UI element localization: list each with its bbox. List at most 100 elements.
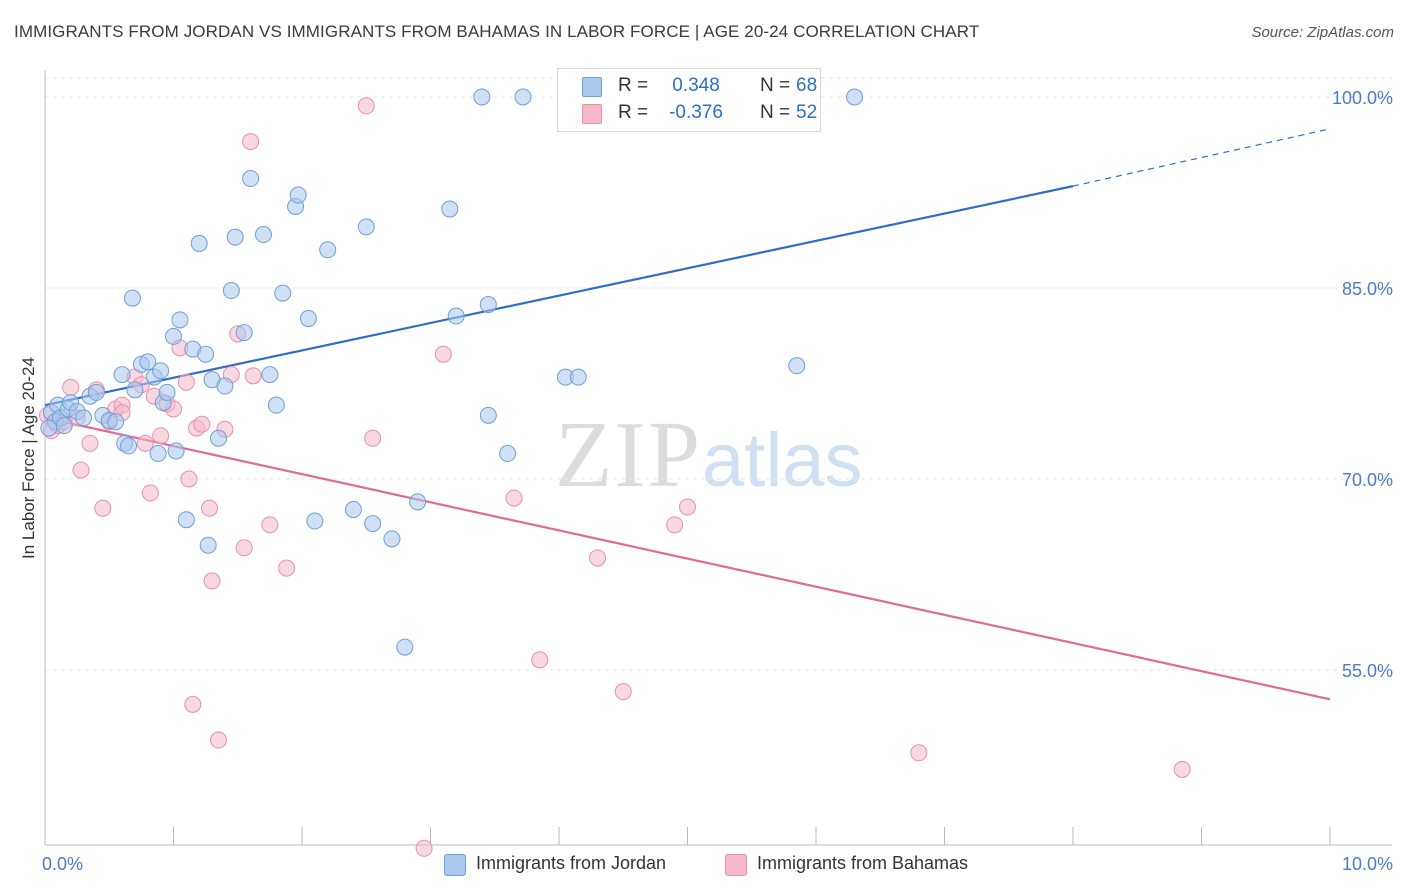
point-bahamas [505, 489, 523, 507]
watermark-zip: ZIP [555, 403, 702, 507]
point-jordan [152, 362, 170, 380]
point-jordan [222, 282, 240, 300]
watermark: ZIPatlas [555, 400, 863, 509]
point-jordan [267, 396, 285, 414]
trendline-bahamas [44, 416, 1331, 701]
trend-layer [44, 128, 1331, 701]
point-jordan [197, 345, 215, 363]
point-jordan [396, 638, 414, 656]
y-axis-title: In Labor Force | Age 20-24 [19, 357, 38, 559]
point-bahamas [184, 695, 202, 713]
legend-n-label: N = [760, 75, 791, 96]
point-bahamas [209, 731, 227, 749]
chart-title: IMMIGRANTS FROM JORDAN VS IMMIGRANTS FRO… [14, 22, 980, 41]
legend-swatch-jordan [582, 77, 602, 97]
point-jordan [254, 226, 272, 244]
point-bahamas [62, 378, 80, 396]
series-label-bahamas: Immigrants from Bahamas [757, 853, 969, 873]
point-bahamas [177, 373, 195, 391]
point-bahamas [94, 499, 112, 517]
point-jordan [364, 515, 382, 533]
point-jordan [149, 445, 167, 463]
legend-n-label: N = [760, 102, 791, 123]
point-jordan [226, 228, 244, 246]
point-jordan [409, 493, 427, 511]
point-jordan [107, 413, 125, 431]
point-jordan [383, 530, 401, 548]
stats-legend: R = 0.348 N = 68 R = -0.376 N = 52 [557, 68, 821, 132]
x-tick-label: 10.0% [1342, 854, 1393, 874]
point-jordan [235, 324, 253, 342]
points-layer [39, 88, 1191, 857]
point-jordan [113, 366, 131, 384]
point-jordan [165, 327, 182, 345]
point-jordan [788, 357, 806, 375]
point-jordan [40, 419, 58, 437]
point-bahamas [531, 651, 549, 669]
point-jordan [357, 218, 375, 236]
point-bahamas [180, 470, 198, 488]
point-jordan [199, 536, 217, 554]
axis-layer [44, 70, 1392, 846]
y-tick-label: 70.0% [1342, 470, 1393, 490]
point-bahamas [193, 415, 211, 433]
series-legend: Immigrants from Jordan Immigrants from B… [0, 852, 1406, 878]
point-jordan [177, 511, 195, 529]
source-credit: Source: ZipAtlas.com [1251, 24, 1394, 41]
point-jordan [190, 234, 208, 252]
point-bahamas [1173, 760, 1191, 778]
label-layer: 55.0% 70.0% 85.0% 100.0% 0.0% 10.0% In Labor F… [19, 88, 1393, 874]
point-bahamas [910, 744, 928, 762]
point-jordan [447, 307, 465, 325]
point-bahamas [203, 572, 221, 590]
point-bahamas [244, 367, 262, 385]
point-jordan [479, 296, 497, 314]
legend-n-value-bahamas: 52 [796, 102, 818, 123]
point-jordan [344, 501, 362, 519]
x-tick-label: 0.0% [42, 854, 83, 874]
legend-r-value-bahamas: -0.376 [669, 102, 723, 123]
point-jordan [274, 284, 292, 302]
point-jordan [87, 383, 105, 401]
point-bahamas [242, 133, 260, 151]
point-jordan [499, 445, 517, 463]
point-bahamas [357, 97, 375, 115]
point-jordan [158, 383, 176, 401]
point-bahamas [235, 539, 253, 557]
trendline-jordan [44, 185, 1074, 407]
point-jordan [306, 512, 324, 530]
point-bahamas [589, 549, 607, 567]
point-bahamas [152, 427, 170, 445]
point-bahamas [364, 429, 382, 447]
y-tick-label: 55.0% [1342, 661, 1393, 681]
point-bahamas [679, 498, 696, 516]
point-bahamas [415, 839, 433, 857]
point-jordan [216, 377, 234, 395]
point-bahamas [72, 461, 90, 479]
point-jordan [242, 169, 260, 187]
point-bahamas [81, 434, 99, 452]
point-bahamas [136, 434, 154, 452]
point-bahamas [434, 345, 452, 363]
point-bahamas [278, 559, 296, 577]
point-jordan [299, 310, 317, 328]
point-jordan [846, 88, 864, 106]
point-jordan [55, 417, 73, 435]
point-jordan [139, 353, 157, 371]
point-jordan [123, 289, 141, 307]
point-jordan [75, 409, 93, 427]
legend-swatch-bahamas [582, 104, 602, 124]
point-bahamas [200, 499, 218, 517]
point-bahamas [141, 484, 159, 502]
point-jordan [319, 241, 337, 259]
legend-n-value-jordan: 68 [796, 75, 818, 96]
point-jordan [261, 366, 279, 384]
point-jordan [514, 88, 532, 106]
point-jordan [569, 368, 587, 386]
watermark-atlas: atlas [702, 418, 863, 503]
legend-r-value-jordan: 0.348 [672, 75, 720, 96]
point-bahamas [666, 516, 684, 534]
point-jordan [473, 88, 491, 106]
point-jordan [171, 311, 189, 329]
